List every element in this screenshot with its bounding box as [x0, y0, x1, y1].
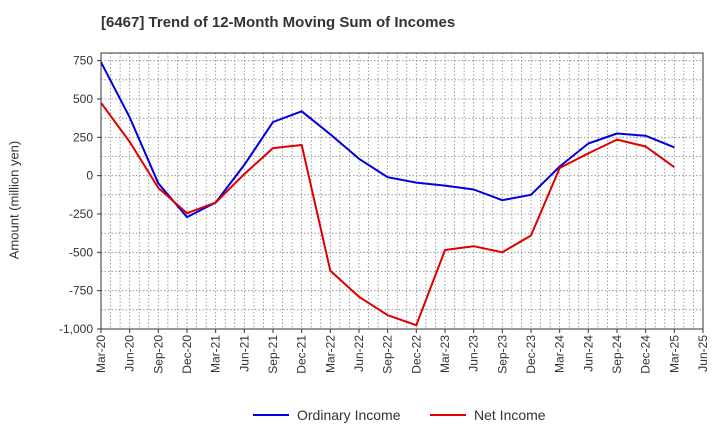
y-tick-label: 250	[73, 130, 93, 144]
x-tick-label: Mar-25	[667, 335, 681, 373]
x-tick-label: Dec-21	[295, 335, 309, 374]
y-tick-label: -750	[69, 284, 93, 298]
legend-label-net-income: Net Income	[474, 407, 546, 423]
x-tick-label: Sep-22	[381, 335, 395, 374]
plot-area	[101, 53, 703, 329]
x-gridlines	[110, 53, 694, 329]
x-tick-label: Dec-22	[409, 335, 423, 374]
y-tick-label: 500	[73, 92, 93, 106]
y-tick-labels: 750 500 250 0 -250 -500 -750 -1,000	[59, 54, 101, 336]
x-tick-label: Sep-21	[266, 335, 280, 374]
y-tick-label: 750	[73, 54, 93, 68]
legend-swatch-ordinary-income	[253, 414, 289, 416]
x-tick-label: Jun-21	[237, 335, 251, 372]
y-tick-label: 0	[86, 169, 93, 183]
x-tick-labels: Mar-20 Jun-20 Sep-20 Dec-20 Mar-21 Jun-21 Sep-…	[94, 329, 710, 374]
x-tick-label: Sep-24	[610, 335, 624, 374]
y-tick-label: -500	[69, 245, 93, 259]
x-tick-label: Jun-24	[581, 335, 595, 372]
x-tick-label: Sep-20	[151, 335, 165, 374]
plot-frame	[100, 52, 704, 330]
chart-title: [6467] Trend of 12-Month Moving Sum of I…	[101, 14, 456, 31]
x-tick-label: Jun-25	[696, 335, 710, 372]
x-tick-label: Mar-23	[438, 335, 452, 373]
x-tick-label: Mar-21	[209, 335, 223, 373]
x-tick-label: Dec-20	[180, 335, 194, 374]
legend: Ordinary Income Net Income	[0, 404, 720, 426]
legend-label-ordinary-income: Ordinary Income	[297, 407, 401, 423]
legend-swatch-net-income	[430, 414, 466, 416]
x-tick-label: Jun-23	[467, 335, 481, 372]
series-line-net-income	[100, 102, 675, 327]
x-tick-label: Jun-20	[123, 335, 137, 372]
legend-item-net-income: Net Income	[430, 404, 546, 426]
x-tick-label: Dec-24	[639, 335, 653, 374]
y-tick-label: -1,000	[59, 322, 93, 336]
y-tick-label: -250	[69, 207, 93, 221]
x-tick-label: Sep-23	[495, 335, 509, 374]
series-line-ordinary-income	[100, 61, 675, 219]
x-tick-label: Mar-22	[323, 335, 337, 373]
x-tick-label: Mar-20	[94, 335, 108, 373]
y-gridlines	[101, 60, 703, 311]
legend-item-ordinary-income: Ordinary Income	[253, 404, 400, 426]
x-tick-label: Jun-22	[352, 335, 366, 372]
x-tick-label: Mar-24	[553, 335, 567, 373]
series-layer	[100, 61, 675, 327]
x-tick-label: Dec-23	[524, 335, 538, 374]
